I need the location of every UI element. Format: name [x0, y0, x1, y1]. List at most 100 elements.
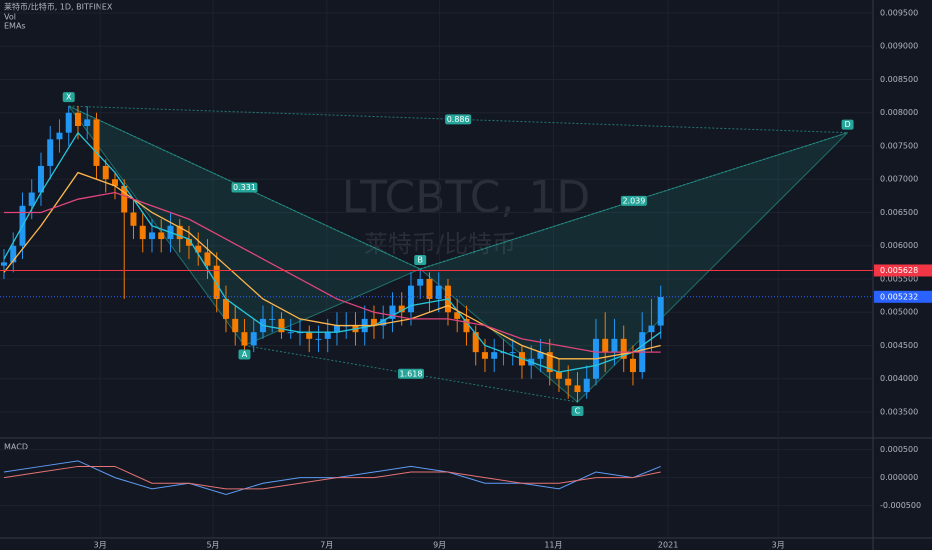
- y-tick-label: 0.008000: [880, 108, 918, 117]
- candle-body: [481, 352, 488, 359]
- x-tick-label: 5月: [206, 541, 219, 550]
- candle-body: [204, 252, 211, 266]
- point-box: [62, 92, 75, 103]
- ema-line: [3, 171, 661, 360]
- candle-body: [0, 262, 7, 266]
- indicator-label: Vol: [4, 13, 16, 22]
- candle-body: [620, 338, 627, 359]
- candle-body: [389, 305, 396, 319]
- candle-body: [324, 332, 331, 339]
- candle-body: [555, 372, 562, 379]
- y-tick-label: 0.009000: [880, 42, 918, 51]
- header: 莱特币/比特币, 1D, BITFINEX: [4, 2, 113, 12]
- x-tick-label: 9月: [433, 541, 446, 550]
- candle-body: [463, 318, 470, 333]
- watermark: LTCBTC, 1D: [342, 172, 591, 223]
- ema-line: [3, 191, 661, 353]
- x-tick-label: 3月: [94, 541, 107, 550]
- point-label: B: [417, 256, 423, 265]
- candle-body: [158, 232, 165, 240]
- ratio-box: [231, 182, 258, 193]
- x-tick-label: 2021: [658, 541, 678, 550]
- candle-body: [435, 285, 442, 299]
- y-tick-label: 0.003500: [880, 407, 918, 416]
- candle-body: [232, 318, 239, 333]
- candle-body: [37, 165, 44, 193]
- price-tag: [874, 290, 932, 303]
- ratio-label: 0.331: [233, 183, 256, 192]
- candle-body: [111, 179, 118, 186]
- candle-body: [509, 352, 516, 354]
- y-tick-label: 0.005000: [880, 308, 918, 317]
- candle-body: [102, 165, 109, 180]
- candle-body: [241, 332, 248, 346]
- ratio-box: [620, 195, 647, 206]
- point-box: [414, 255, 427, 266]
- candle-body: [380, 318, 387, 326]
- ratio-label: 1.618: [400, 369, 423, 378]
- candle-body: [176, 225, 183, 240]
- candle-body: [287, 332, 294, 334]
- candle-body: [611, 338, 618, 353]
- candle-body: [648, 325, 655, 333]
- candle-body: [407, 285, 414, 313]
- point-box: [238, 349, 251, 360]
- price-tag-label: 0.005232: [880, 292, 918, 301]
- candle-body: [574, 385, 581, 393]
- candle-body: [250, 332, 257, 346]
- candle-body: [333, 325, 340, 333]
- candle-body: [65, 112, 72, 133]
- candle-body: [195, 245, 202, 253]
- ratio-label: 2.039: [622, 196, 645, 205]
- ratio-box: [445, 114, 472, 125]
- indicator-label: EMAs: [4, 22, 26, 31]
- candle-body: [565, 378, 572, 386]
- x-tick-label: 7月: [320, 541, 333, 550]
- ema-line: [3, 131, 662, 373]
- candle-body: [278, 318, 285, 333]
- price-tag: [874, 264, 932, 277]
- y-tick-label: 0.007500: [880, 141, 918, 150]
- candle-body: [47, 139, 54, 166]
- y-tick-label: 0.009500: [880, 8, 918, 17]
- price-tag-label: 0.005628: [880, 266, 918, 275]
- point-box: [841, 119, 854, 130]
- y-tick-label: 0.008500: [880, 75, 918, 84]
- candle-body: [491, 352, 498, 359]
- y-tick-label: 0.006500: [880, 208, 918, 217]
- candle-body: [398, 305, 405, 313]
- candle-body: [269, 318, 276, 320]
- candle-body: [629, 358, 636, 373]
- ratio-box: [397, 368, 424, 379]
- y-tick-label: 0.000500: [880, 445, 918, 454]
- x-tick-label: 11月: [544, 541, 562, 550]
- point-label: A: [242, 350, 248, 359]
- candle-body: [130, 212, 137, 226]
- candle-body: [74, 112, 81, 127]
- candle-body: [148, 232, 155, 240]
- point-label: X: [66, 93, 72, 102]
- candle-body: [10, 245, 17, 263]
- candle-body: [121, 185, 128, 213]
- point-label: D: [844, 120, 850, 129]
- candle-body: [315, 338, 322, 340]
- point-box: [571, 406, 584, 417]
- y-tick-label: -0.000500: [880, 501, 921, 510]
- candle-body: [56, 132, 63, 140]
- candle-body: [222, 298, 229, 319]
- x-tick-label: 3月: [772, 541, 785, 550]
- y-tick-label: 0.004000: [880, 374, 918, 383]
- y-tick-label: 0.000000: [880, 473, 918, 482]
- macd-label: MACD: [4, 443, 28, 452]
- macd-line: [3, 465, 661, 490]
- candle-body: [370, 318, 377, 326]
- candle-body: [306, 332, 313, 339]
- candle-body: [602, 338, 609, 353]
- candle-body: [426, 278, 433, 299]
- y-tick-label: 0.004500: [880, 341, 918, 350]
- point-label: C: [575, 407, 581, 416]
- candle-body: [28, 192, 35, 206]
- candle-body: [84, 119, 91, 127]
- candle-body: [472, 332, 479, 353]
